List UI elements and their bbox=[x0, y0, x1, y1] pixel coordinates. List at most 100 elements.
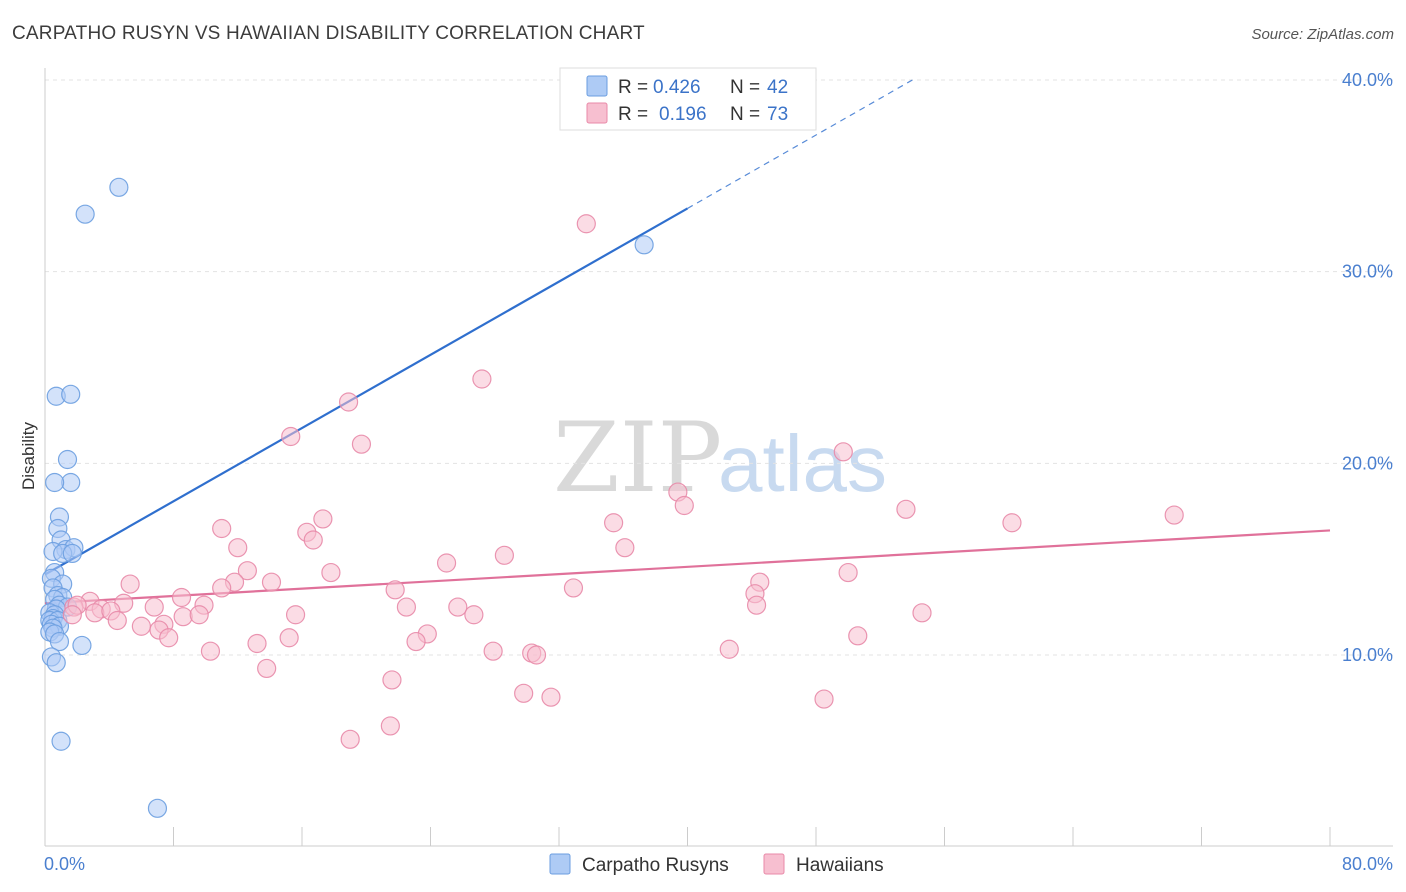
point-hawaiians-11 bbox=[604, 513, 624, 533]
series-legend: Carpatho Rusyns Hawaiians bbox=[549, 853, 884, 876]
point-hawaiians-18 bbox=[494, 545, 514, 565]
bottom-legend-carpatho-rusyns: Carpatho Rusyns bbox=[582, 855, 729, 876]
legend-swatch-carpatho-rusyns bbox=[586, 75, 608, 97]
point-hawaiians-61 bbox=[483, 641, 503, 661]
point-hawaiians-4 bbox=[351, 434, 372, 454]
point-hawaiians-31 bbox=[171, 587, 192, 608]
y-tick-label-2: 30.0% bbox=[1342, 262, 1393, 282]
point-carpatho-rusyns-4 bbox=[61, 384, 81, 404]
point-hawaiians-71 bbox=[340, 729, 360, 749]
point-carpatho-rusyns-41 bbox=[147, 798, 168, 818]
point-hawaiians-22 bbox=[838, 562, 858, 583]
legend-n-value-hawaiians: 73 bbox=[767, 104, 788, 125]
scatter-points bbox=[40, 177, 1184, 818]
point-hawaiians-59 bbox=[247, 633, 267, 654]
point-hawaiians-39 bbox=[746, 595, 767, 615]
trend-line-0 bbox=[44, 207, 689, 576]
point-hawaiians-45 bbox=[285, 605, 306, 625]
point-hawaiians-3 bbox=[281, 426, 301, 447]
y-tick-label-3: 40.0% bbox=[1342, 70, 1393, 90]
legend-swatch-hawaiians bbox=[586, 102, 608, 124]
legend-n-value-carpatho-rusyns: 42 bbox=[767, 77, 788, 98]
point-hawaiians-21 bbox=[321, 562, 341, 583]
point-carpatho-rusyns-2 bbox=[634, 235, 654, 255]
point-hawaiians-35 bbox=[396, 597, 417, 617]
point-hawaiians-15 bbox=[303, 530, 323, 550]
point-hawaiians-23 bbox=[261, 572, 282, 592]
point-carpatho-rusyns-37 bbox=[72, 635, 92, 656]
axes bbox=[44, 68, 1393, 847]
y-tick-labels: 10.0% 20.0% 30.0% 40.0% bbox=[1342, 70, 1393, 665]
trend-line-1 bbox=[44, 529, 1331, 605]
point-hawaiians-44 bbox=[464, 605, 484, 625]
point-hawaiians-10 bbox=[1002, 513, 1022, 533]
point-hawaiians-69 bbox=[814, 689, 834, 709]
legend-n-label-hawaiians: N = bbox=[730, 104, 760, 125]
point-carpatho-rusyns-0 bbox=[109, 177, 129, 197]
point-hawaiians-64 bbox=[526, 645, 547, 665]
point-hawaiians-27 bbox=[212, 578, 232, 598]
watermark-zip: ZIP bbox=[553, 402, 722, 514]
point-hawaiians-8 bbox=[896, 499, 916, 519]
point-hawaiians-46 bbox=[173, 607, 193, 627]
point-carpatho-rusyns-39 bbox=[46, 653, 66, 673]
point-hawaiians-66 bbox=[382, 670, 402, 690]
point-hawaiians-56 bbox=[279, 628, 299, 648]
point-hawaiians-1 bbox=[472, 369, 492, 389]
point-hawaiians-47 bbox=[189, 605, 209, 625]
y-tick-label-0: 10.0% bbox=[1342, 645, 1393, 665]
point-hawaiians-38 bbox=[448, 597, 468, 617]
point-hawaiians-42 bbox=[85, 603, 105, 623]
point-hawaiians-29 bbox=[563, 578, 584, 598]
bottom-legend-hawaiians: Hawaiians bbox=[796, 855, 884, 876]
chart-source: Source: ZipAtlas.com bbox=[1251, 26, 1394, 43]
point-hawaiians-41 bbox=[144, 597, 164, 617]
y-tick-label-1: 20.0% bbox=[1342, 453, 1393, 473]
point-hawaiians-58 bbox=[406, 631, 426, 652]
x-tick-label-max: 80.0% bbox=[1342, 854, 1393, 874]
watermark-atlas: atlas bbox=[718, 419, 887, 508]
point-carpatho-rusyns-6 bbox=[61, 472, 81, 493]
point-hawaiians-5 bbox=[833, 442, 853, 462]
point-carpatho-rusyns-40 bbox=[51, 731, 71, 751]
bottom-legend-swatch-hawaiians bbox=[763, 853, 785, 875]
point-hawaiians-17 bbox=[615, 538, 635, 558]
legend-n-label-carpatho-rusyns: N = bbox=[730, 77, 760, 98]
point-hawaiians-65 bbox=[257, 658, 277, 679]
point-hawaiians-2 bbox=[338, 392, 359, 412]
legend-r-value-carpatho-rusyns: 0.426 bbox=[653, 77, 701, 98]
point-hawaiians-16 bbox=[228, 538, 248, 558]
point-carpatho-rusyns-7 bbox=[45, 472, 65, 493]
point-hawaiians-13 bbox=[313, 509, 333, 529]
chart-title: CARPATHO RUSYN VS HAWAIIAN DISABILITY CO… bbox=[12, 23, 645, 44]
point-hawaiians-7 bbox=[674, 495, 694, 516]
point-hawaiians-57 bbox=[159, 628, 179, 648]
point-hawaiians-24 bbox=[120, 574, 140, 594]
point-hawaiians-28 bbox=[385, 580, 405, 600]
point-carpatho-rusyns-1 bbox=[75, 204, 95, 224]
legend-r-value-hawaiians: 0.196 bbox=[659, 104, 707, 125]
point-hawaiians-60 bbox=[200, 641, 221, 661]
point-hawaiians-20 bbox=[237, 561, 257, 581]
point-hawaiians-50 bbox=[107, 610, 127, 631]
point-hawaiians-62 bbox=[719, 639, 739, 659]
point-hawaiians-68 bbox=[541, 687, 561, 707]
point-hawaiians-48 bbox=[912, 603, 932, 623]
x-tick-label-min: 0.0% bbox=[44, 854, 85, 874]
stats-legend: R = 0.426 N = 42 R = 0.196 N = 73 bbox=[559, 67, 817, 131]
legend-r-label-hawaiians: R = bbox=[618, 104, 648, 125]
bottom-legend-swatch-carpatho-rusyns bbox=[549, 853, 571, 875]
point-hawaiians-9 bbox=[1164, 505, 1184, 525]
point-hawaiians-52 bbox=[131, 616, 151, 636]
trend-lines bbox=[44, 79, 1331, 605]
point-hawaiians-19 bbox=[436, 553, 457, 573]
watermark: ZIP atlas bbox=[553, 402, 887, 514]
point-hawaiians-67 bbox=[514, 683, 534, 703]
legend-r-label-carpatho-rusyns: R = bbox=[618, 77, 648, 98]
point-carpatho-rusyns-15 bbox=[62, 543, 82, 564]
point-carpatho-rusyns-36 bbox=[49, 631, 70, 652]
point-hawaiians-12 bbox=[212, 518, 232, 539]
point-carpatho-rusyns-5 bbox=[57, 449, 78, 470]
point-hawaiians-70 bbox=[380, 716, 400, 736]
